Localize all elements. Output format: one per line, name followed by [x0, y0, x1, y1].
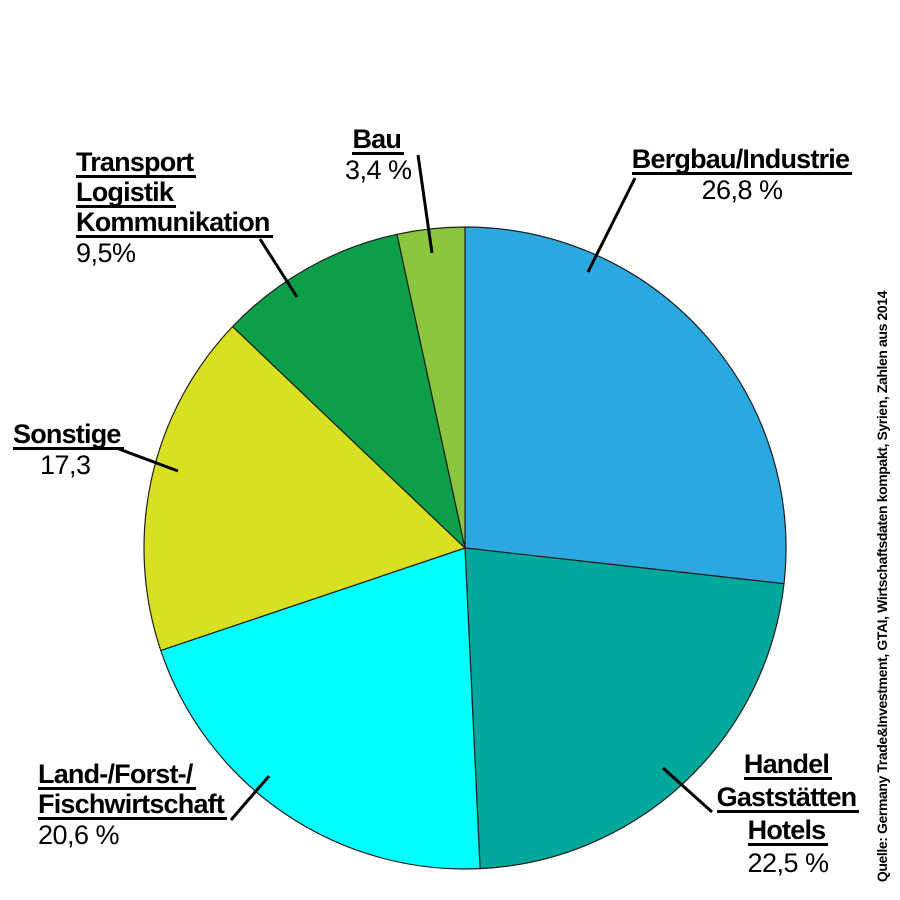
slice-label-land-line2: Fischwirtschaft: [38, 791, 228, 820]
label-transport-logistik-kommunikation: Transport Logistik Kommunikation 9,5%: [76, 149, 273, 268]
slice-label-handel-line2: Gaststätten: [716, 784, 860, 813]
leader-line: [229, 775, 271, 821]
label-bergbau-industrie: Bergbau/Industrie 26,8 %: [592, 146, 892, 205]
label-handel-gaststaetten-hotels: Handel Gaststätten Hotels 22,5 %: [640, 751, 900, 878]
source-note: Quelle: Germany Trade&Investment, GTAI, …: [874, 290, 890, 882]
label-land-forst-fischwirtschaft: Land-/Forst-/ Fischwirtschaft 20,6 %: [38, 761, 228, 850]
slice-label-land-line1: Land-/Forst-/: [38, 761, 196, 790]
pie-slice-land-forst-fischwirtschaft: [160, 547, 481, 870]
label-bau: Bau 3,4 %: [345, 126, 412, 185]
slice-label-transport-line3: Kommunikation: [76, 209, 273, 238]
slice-value-handel: 22,5 %: [747, 848, 829, 878]
slice-label-transport-line1: Transport: [76, 149, 197, 178]
pie-slice-bergbau-industrie: [464, 226, 787, 585]
slice-label-handel-line3: Hotels: [747, 817, 829, 846]
leader-line: [416, 154, 434, 254]
slice-value-bau: 3,4 %: [345, 155, 412, 185]
slice-value-sonstige: 17,3: [40, 450, 91, 480]
slice-label-bergbau: Bergbau/Industrie: [631, 146, 853, 175]
leader-line: [258, 238, 299, 298]
pie-slice-transport-logistik-kommunikation: [231, 233, 466, 549]
slice-value-land: 20,6 %: [38, 820, 120, 850]
pie-slice-sonstige: [143, 326, 466, 652]
leader-line: [118, 447, 179, 473]
slice-label-sonstige: Sonstige: [13, 421, 124, 450]
leader-line: [586, 177, 637, 273]
pie-slice-handel-gastst-tten-hotels: [464, 547, 785, 870]
slice-value-transport: 9,5%: [76, 238, 136, 268]
slice-label-handel-line1: Handel: [743, 751, 833, 780]
slice-label-transport-line2: Logistik: [76, 179, 177, 208]
label-sonstige: Sonstige 17,3: [13, 421, 124, 480]
slice-value-bergbau: 26,8 %: [701, 175, 783, 205]
pie-slice-bau: [396, 226, 466, 549]
slice-label-bau: Bau: [352, 126, 405, 155]
leader-line: [661, 766, 714, 814]
